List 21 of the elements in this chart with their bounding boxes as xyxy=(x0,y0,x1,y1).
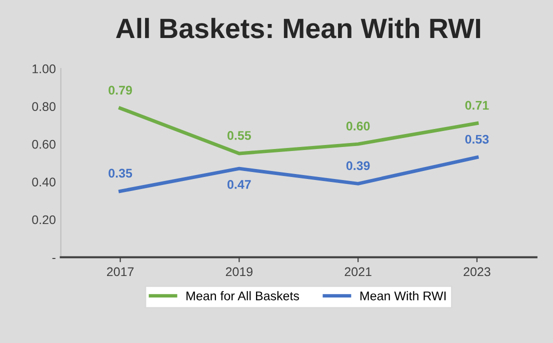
y-tick-label: 1.00 xyxy=(32,64,56,74)
legend-label: Mean for All Baskets xyxy=(186,291,299,300)
data-label: 0.79 xyxy=(108,86,132,95)
data-label: 0.53 xyxy=(465,134,489,144)
y-tick-label: - xyxy=(52,258,56,259)
data-label: 0.55 xyxy=(228,131,251,140)
x-tick-label: 2023 xyxy=(464,267,490,276)
y-tick-label: 0.80 xyxy=(32,102,56,111)
data-label: 0.39 xyxy=(346,161,370,170)
y-tick-label: 0.20 xyxy=(32,215,56,224)
chart-title: All Baskets: Mean With RWI xyxy=(116,18,480,38)
x-tick-label: 2019 xyxy=(226,267,252,276)
legend-label: Mean With RWI xyxy=(360,291,446,300)
y-tick-label: 0.60 xyxy=(32,140,56,149)
data-label: 0.47 xyxy=(228,180,251,189)
data-label: 0.35 xyxy=(108,168,132,178)
x-tick-label: 2021 xyxy=(344,267,372,276)
data-label: 0.60 xyxy=(346,122,370,130)
x-tick-label: 2017 xyxy=(107,267,134,276)
data-label: 0.71 xyxy=(465,100,489,110)
y-tick-label: 0.40 xyxy=(32,178,56,186)
